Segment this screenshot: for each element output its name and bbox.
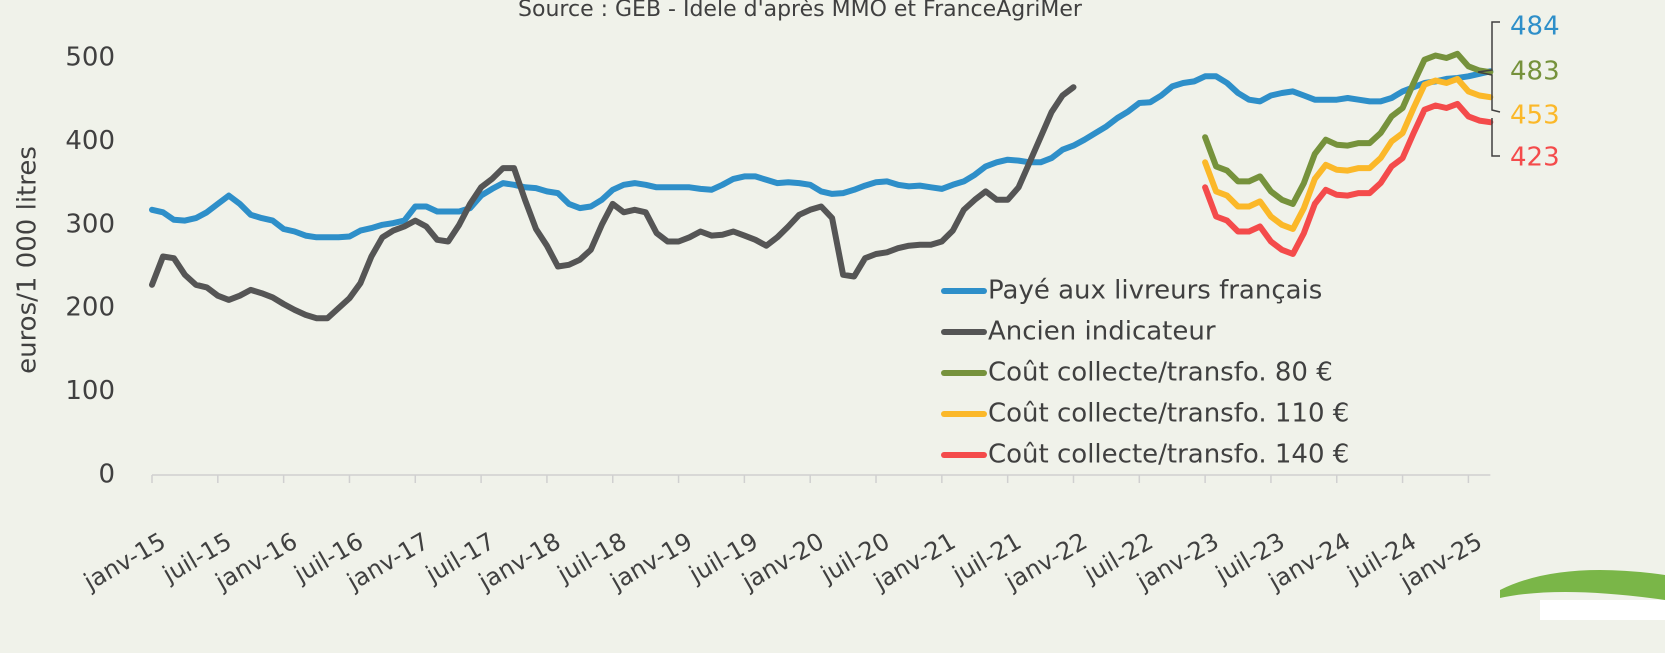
series-line <box>1202 100 1494 257</box>
end-label: 423 <box>1510 143 1560 173</box>
x-tick-label: janv-15 <box>78 527 170 596</box>
end-label: 483 <box>1510 57 1560 87</box>
y-tick-label: 100 <box>65 376 115 406</box>
y-tick-label: 400 <box>65 126 115 156</box>
series-line <box>149 84 1077 322</box>
series-line <box>1202 75 1494 232</box>
end-label: 453 <box>1510 101 1560 131</box>
y-tick-label: 500 <box>65 43 115 73</box>
series-line <box>149 68 1494 241</box>
y-tick-label: 200 <box>65 293 115 323</box>
legend-label: Coût collecte/transfo. 110 € <box>988 399 1349 429</box>
legend-label: Coût collecte/transfo. 140 € <box>988 440 1349 470</box>
y-axis-label: euros/1 000 litres <box>13 146 43 374</box>
chart-subtitle: Source : GEB - Idele d'après MMO et Fran… <box>518 0 1083 22</box>
end-label: 484 <box>1510 12 1560 42</box>
end-bracket <box>1477 21 1501 157</box>
legend-label: Ancien indicateur <box>988 317 1216 347</box>
y-tick-label: 300 <box>65 209 115 239</box>
y-tick-label: 0 <box>98 460 115 490</box>
legend-label: Coût collecte/transfo. 80 € <box>988 358 1333 388</box>
legend-label: Payé aux livreurs français <box>988 276 1322 306</box>
logo <box>1500 570 1665 620</box>
series-line <box>1202 50 1494 207</box>
